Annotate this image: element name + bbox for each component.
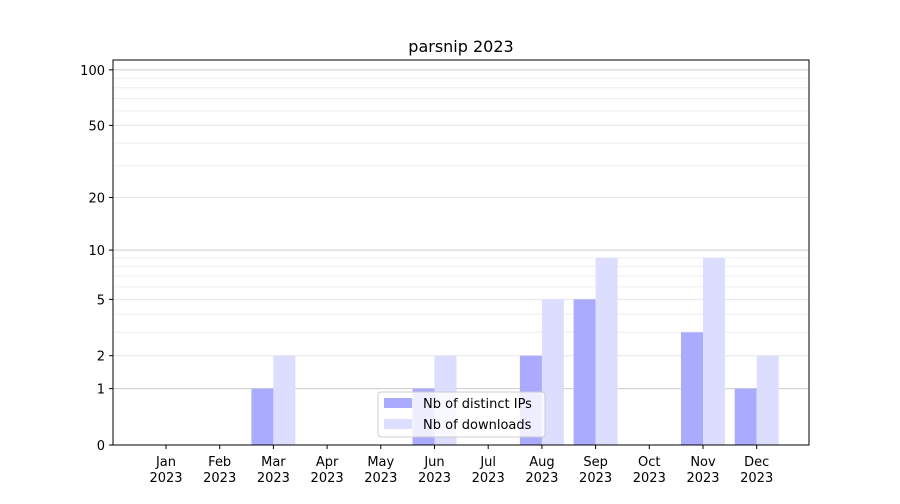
legend-swatch xyxy=(384,419,412,429)
x-tick-label: 2023 xyxy=(740,471,773,486)
x-tick-label: Jun xyxy=(423,455,444,470)
x-tick-label: 2023 xyxy=(257,471,290,486)
bar-downloads xyxy=(595,257,618,445)
x-tick-label: Sep xyxy=(583,455,608,470)
x-tick-label: 2023 xyxy=(149,471,182,486)
x-tick-label: 2023 xyxy=(311,471,344,486)
x-tick-label: Feb xyxy=(208,455,231,470)
x-tick-label: 2023 xyxy=(364,471,397,486)
x-tick-label: Apr xyxy=(316,455,339,470)
y-tick-label: 50 xyxy=(88,119,105,134)
y-tick-label: 1 xyxy=(97,383,105,398)
y-tick-label: 5 xyxy=(97,293,105,308)
bar-distinct-ips xyxy=(573,299,596,445)
y-tick-label: 2 xyxy=(97,350,105,365)
x-tick-label: Jan xyxy=(155,455,176,470)
x-tick-label: 2023 xyxy=(418,471,451,486)
legend-label: Nb of distinct IPs xyxy=(423,397,532,412)
chart-title: parsnip 2023 xyxy=(408,37,513,56)
x-tick-label: 2023 xyxy=(525,471,558,486)
plot-frame xyxy=(112,59,810,446)
x-tick-label: Dec xyxy=(744,455,769,470)
legend: Nb of distinct IPs Nb of downloads xyxy=(377,391,546,438)
legend-box xyxy=(377,391,546,438)
bar-distinct-ips xyxy=(734,388,757,445)
x-tick-label: Mar xyxy=(261,455,286,470)
y-tick-label: 0 xyxy=(97,439,105,454)
legend-swatch xyxy=(384,398,412,408)
bar-distinct-ips xyxy=(251,388,274,445)
x-tick-label: Aug xyxy=(529,455,554,470)
y-tick-label: 10 xyxy=(88,244,105,259)
bar-distinct-ips xyxy=(681,332,703,445)
x-tick-label: 2023 xyxy=(633,471,666,486)
bar-downloads xyxy=(273,355,296,445)
x-tick-label: 2023 xyxy=(686,471,719,486)
y-tick-label: 20 xyxy=(88,192,105,207)
bar-downloads xyxy=(756,355,779,445)
x-tick-label: 2023 xyxy=(579,471,612,486)
x-tick-label: Oct xyxy=(638,455,660,470)
legend-label: Nb of downloads xyxy=(423,418,532,433)
x-tick-label: Nov xyxy=(690,455,716,470)
x-tick-label: 2023 xyxy=(203,471,236,486)
bar-downloads xyxy=(703,257,725,445)
bar-downloads xyxy=(541,299,564,445)
y-tick-label: 100 xyxy=(80,64,105,79)
x-tick-label: 2023 xyxy=(472,471,505,486)
x-tick-label: Jul xyxy=(479,455,496,470)
x-tick-label: May xyxy=(367,455,394,470)
